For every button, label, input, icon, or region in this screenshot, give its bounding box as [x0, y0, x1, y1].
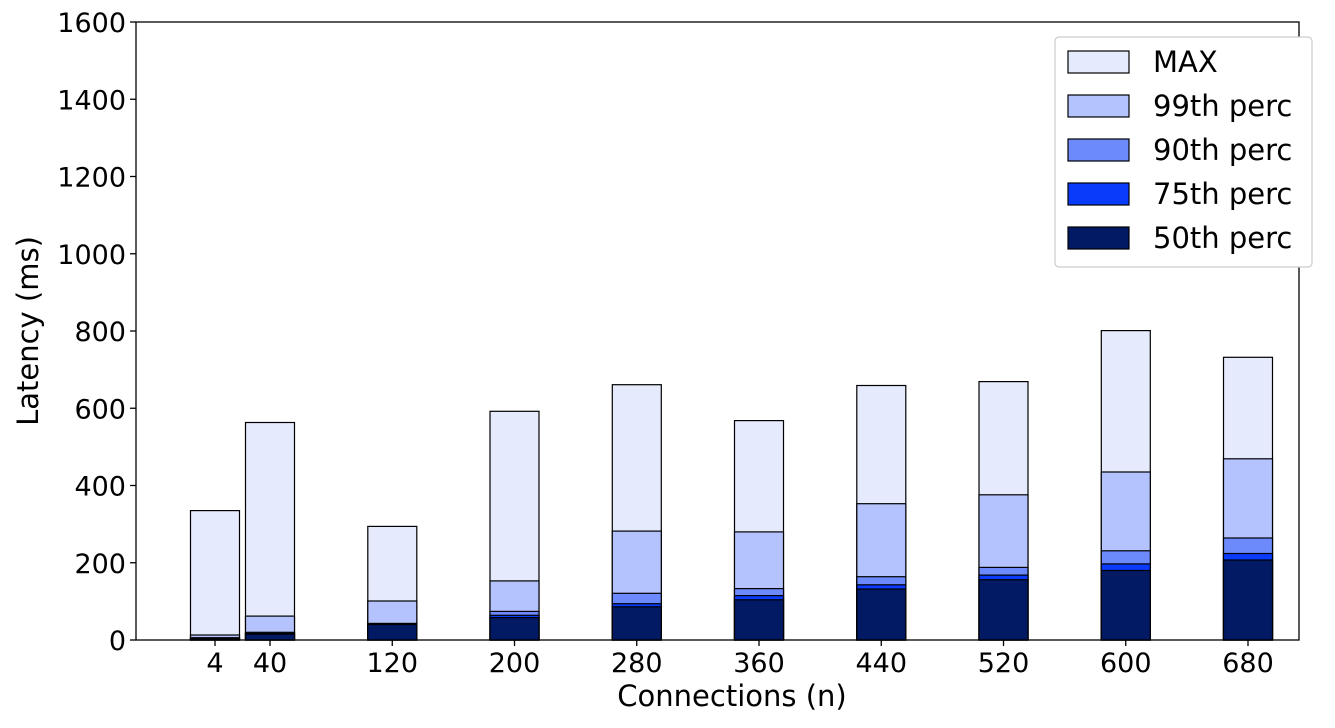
x-tick-label: 680 [1222, 648, 1274, 679]
legend-label: 75th perc [1153, 177, 1292, 211]
y-tick-label: 1000 [57, 240, 126, 271]
y-axis-label: Latency (ms) [11, 236, 45, 426]
bar-680-s4 [1222, 559, 1274, 641]
bar-520-s4 [978, 579, 1029, 641]
y-tick-label: 1200 [57, 163, 126, 194]
legend-swatch [1067, 182, 1130, 206]
bar-440-s4 [856, 588, 907, 641]
x-tick-label: 4 [206, 648, 223, 679]
legend-label: MAX [1153, 45, 1218, 79]
bar-360-s4 [733, 599, 785, 641]
x-tick-label: 200 [489, 648, 541, 679]
y-tick-label: 800 [74, 317, 126, 348]
bar-40-s4 [244, 633, 296, 641]
x-tick-label: 40 [253, 648, 287, 679]
y-tick-label: 400 [74, 472, 126, 503]
legend-swatch [1067, 50, 1130, 74]
y-tick-label: 1400 [57, 85, 126, 116]
legend-label: 99th perc [1153, 89, 1292, 123]
bar-280-s4 [611, 606, 662, 641]
x-tick-label: 120 [366, 648, 418, 679]
y-tick-label: 600 [74, 394, 126, 425]
bar-40-s0 [244, 421, 296, 641]
y-tick-label: 200 [74, 549, 126, 580]
bars-group [189, 330, 1274, 641]
legend: MAX 99th perc 90th perc 75th perc 50th perc [1054, 36, 1313, 268]
bar-600-s4 [1100, 569, 1151, 641]
x-tick-label: 440 [855, 648, 907, 679]
y-tick-label: 1600 [57, 8, 126, 39]
x-tick-label: 600 [1100, 648, 1152, 679]
bar-120-s4 [367, 623, 418, 641]
x-tick-label: 280 [611, 648, 663, 679]
bar-200-s4 [489, 616, 540, 641]
y-tick-label: 0 [109, 626, 126, 657]
x-tick-label: 360 [733, 648, 785, 679]
legend-swatch [1067, 94, 1130, 118]
x-tick-label: 520 [978, 648, 1030, 679]
y-axis: 0 200 400 600 800 1000 1200 1400 1600 [57, 8, 136, 657]
legend-swatch [1067, 226, 1130, 250]
x-axis-label: Connections (n) [617, 679, 846, 713]
x-axis: 4 40 120 200 280 360 440 520 600 680 [206, 640, 1274, 679]
legend-swatch [1067, 138, 1130, 162]
legend-label: 50th perc [1153, 221, 1292, 255]
legend-label: 90th perc [1153, 133, 1292, 167]
bar-4-s0 [189, 510, 241, 641]
